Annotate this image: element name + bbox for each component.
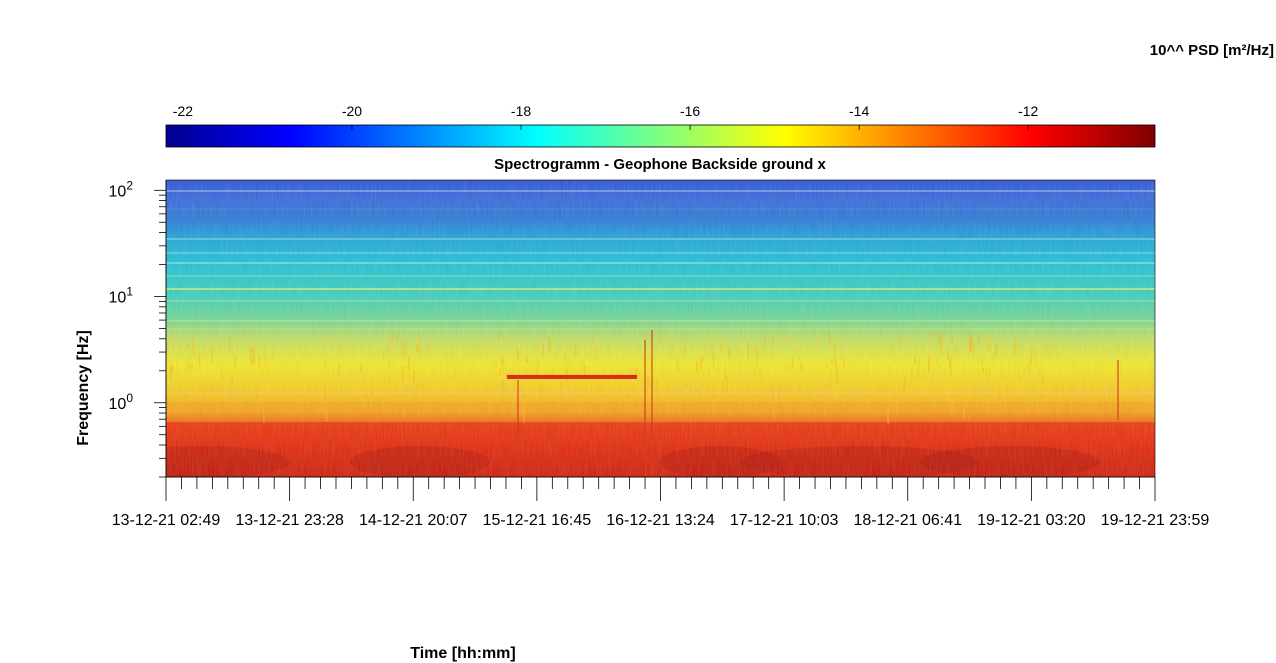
- x-tick-label: 13-12-21 23:28: [235, 512, 344, 529]
- y-tick-label: 100: [109, 391, 134, 413]
- colorbar-tick-label: -20: [342, 103, 362, 119]
- colorbar-ticks: -22 -20 -18 -16 -14 -12: [173, 103, 1039, 130]
- chart-title: Spectrogramm - Geophone Backside ground …: [494, 156, 826, 173]
- y-tick-label: 102: [109, 178, 134, 200]
- colorbar: -22 -20 -18 -16 -14 -12: [165, 103, 1156, 148]
- x-tick-label: 19-12-21 23:59: [1101, 512, 1210, 529]
- x-tick-label: 13-12-21 02:49: [112, 512, 221, 529]
- x-axis-label: Time [hh:mm]: [410, 645, 515, 662]
- y-tick-exponent: 1: [126, 285, 133, 299]
- y-tick-base: 10: [109, 396, 127, 413]
- colorbar-gradient: [165, 124, 1156, 148]
- y-tick-base: 10: [109, 183, 127, 200]
- x-tick-label: 16-12-21 13:24: [606, 512, 715, 529]
- colorbar-tick-label: -14: [849, 103, 869, 119]
- colorbar-tick-label: -16: [680, 103, 700, 119]
- y-axis-label: Frequency [Hz]: [75, 330, 92, 446]
- y-tick-exponent: 2: [126, 178, 133, 192]
- y-tick-label: 101: [109, 285, 134, 307]
- x-tick-label: 19-12-21 03:20: [977, 512, 1086, 529]
- activity-streak: [161, 375, 163, 381]
- activity-streak: [157, 365, 159, 378]
- spectrum-noise: [166, 180, 1155, 477]
- x-tick-label: 17-12-21 10:03: [730, 512, 839, 529]
- y-tick-base: 10: [109, 290, 127, 307]
- colorbar-tick-label: -18: [511, 103, 531, 119]
- x-axis: 13-12-21 02:49 13-12-21 23:28 14-12-21 20:…: [112, 476, 1210, 529]
- spectrogram-heatmap: [156, 180, 1155, 477]
- colorbar-label: 10^^ PSD [m²/Hz]: [1150, 42, 1274, 59]
- x-tick-label: 15-12-21 16:45: [483, 512, 592, 529]
- x-tick-label: 18-12-21 06:41: [853, 512, 962, 529]
- colorbar-tick-label: -12: [1018, 103, 1038, 119]
- colorbar-tick-label: -22: [173, 103, 193, 119]
- activity-streak: [156, 334, 158, 349]
- y-tick-exponent: 0: [126, 391, 133, 405]
- x-tick-label: 14-12-21 20:07: [359, 512, 468, 529]
